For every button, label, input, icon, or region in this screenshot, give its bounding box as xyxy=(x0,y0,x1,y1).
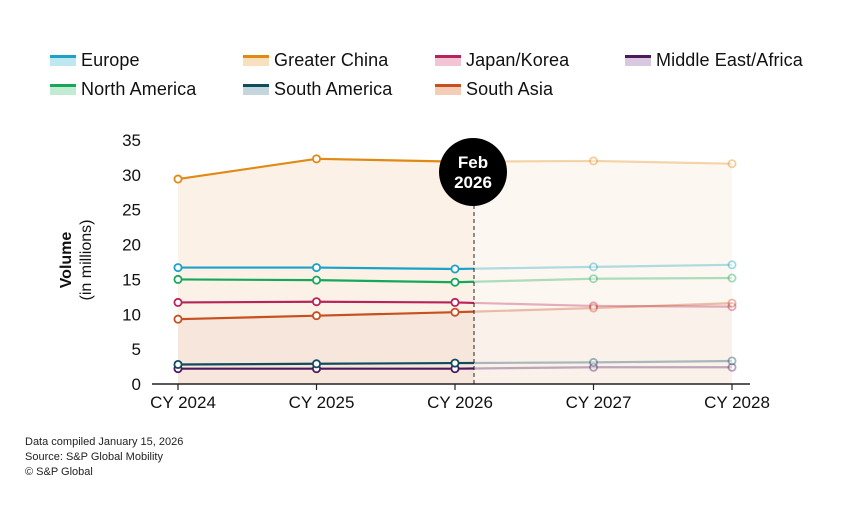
legend-item-south-america[interactable]: South America xyxy=(243,77,392,101)
y-tick-label: 10 xyxy=(122,305,141,324)
legend-label-greater-china: Greater China xyxy=(274,49,389,70)
legend-swatch-greater-china xyxy=(243,54,269,66)
legend-label-europe: Europe xyxy=(81,49,140,70)
data-point-south-america xyxy=(173,359,183,369)
forecast-badge-line2: 2026 xyxy=(454,173,492,192)
x-tick-label: CY 2027 xyxy=(566,393,632,412)
legend-label-middle-east-africa: Middle East/Africa xyxy=(656,49,803,70)
copyright-note: © S&P Global xyxy=(25,466,93,478)
data-point-greater-china xyxy=(727,159,737,169)
data-point-japan-korea xyxy=(450,297,460,307)
data-point-north-america xyxy=(173,274,183,284)
data-point-north-america xyxy=(589,274,599,284)
y-tick-label: 15 xyxy=(122,270,141,289)
data-point-greater-china xyxy=(589,156,599,166)
data-point-south-america xyxy=(450,358,460,368)
series-line-north-america xyxy=(177,278,475,284)
legend-item-middle-east-africa[interactable]: Middle East/Africa xyxy=(625,48,803,72)
series-forecast-line-japan-korea xyxy=(473,301,733,308)
data-point-europe xyxy=(173,263,183,273)
x-tick-label: CY 2024 xyxy=(150,393,216,412)
y-tick-label: 25 xyxy=(122,201,141,220)
data-point-japan-korea xyxy=(311,297,321,307)
y-axis-label: Volume xyxy=(58,232,75,289)
y-tick-label: 5 xyxy=(132,340,141,359)
source-note: Source: S&P Global Mobility xyxy=(25,451,163,463)
series-forecast-line-europe xyxy=(473,263,733,270)
data-point-greater-china xyxy=(311,154,321,164)
data-point-south-america xyxy=(589,357,599,367)
data-point-europe xyxy=(450,264,460,274)
legend-item-europe[interactable]: Europe xyxy=(50,48,140,72)
y-tick-label: 20 xyxy=(122,236,141,255)
data-point-north-america xyxy=(311,275,321,285)
y-tick-label: 30 xyxy=(122,166,141,185)
y-axis-sublabel: (in millions) xyxy=(78,220,95,301)
data-point-greater-china xyxy=(173,174,183,184)
forecast-badge: Feb 2026 xyxy=(439,138,507,206)
data-point-south-asia xyxy=(727,298,737,308)
forecast-badge-circle xyxy=(439,138,507,206)
series-forecast-line-south-asia xyxy=(473,302,733,313)
source-notes: Data compiled January 15, 2026 Source: S… xyxy=(25,435,183,480)
legend-label-south-asia: South Asia xyxy=(466,78,554,99)
x-tick-label: CY 2025 xyxy=(289,393,355,412)
series-line-europe xyxy=(178,266,475,271)
legend-swatch-middle-east-africa xyxy=(625,54,651,66)
y-tick-label: 0 xyxy=(132,375,141,394)
legend-item-greater-china[interactable]: Greater China xyxy=(243,48,388,72)
legend-label-south-america: South America xyxy=(274,78,393,99)
series-forecast-line-north-america xyxy=(473,276,733,283)
data-point-south-america xyxy=(311,359,321,369)
chart-axes: 0 5 10 15 20 25 30 35 CY 2024 CY 2025 CY 2026 CY 20… xyxy=(122,131,770,412)
data-point-japan-korea xyxy=(589,301,599,311)
legend-item-north-america[interactable]: North America xyxy=(50,77,196,101)
data-point-south-america xyxy=(727,356,737,366)
legend-swatch-north-america xyxy=(50,83,76,95)
data-point-europe xyxy=(727,260,737,270)
data-compiled-note: Data compiled January 15, 2026 xyxy=(25,436,184,448)
x-tick-label: CY 2026 xyxy=(427,393,493,412)
data-point-north-america xyxy=(450,277,460,287)
data-point-south-asia xyxy=(589,303,599,313)
legend-label-north-america: North America xyxy=(81,78,197,99)
data-point-japan-korea xyxy=(727,302,737,312)
legend-label-japan-korea: Japan/Korea xyxy=(466,49,570,70)
legend-swatch-south-asia xyxy=(435,83,461,95)
series-line-south-america xyxy=(177,361,475,366)
series-forecast-line-south-america xyxy=(473,359,733,365)
series-line-south-asia xyxy=(177,310,475,321)
x-tick-label: CY 2028 xyxy=(704,393,770,412)
data-point-south-asia xyxy=(173,314,183,324)
y-axis-title: Volume (in millions) xyxy=(58,220,95,301)
series-forecast-line-greater-china xyxy=(473,159,733,165)
legend-item-south-asia[interactable]: South Asia xyxy=(435,77,553,101)
legend-item-japan-korea[interactable]: Japan/Korea xyxy=(435,48,569,72)
data-point-middle-east-africa xyxy=(589,362,599,372)
data-point-middle-east-africa xyxy=(727,362,737,372)
data-point-south-asia xyxy=(450,307,460,317)
series-line-japan-korea xyxy=(177,300,475,305)
y-tick-label: 35 xyxy=(122,131,141,150)
data-point-japan-korea xyxy=(173,297,183,307)
forecast-badge-line1: Feb xyxy=(458,153,488,172)
series-forecast-line-middle-east-africa xyxy=(473,366,732,370)
legend-swatch-europe xyxy=(50,54,76,66)
forecast-fade xyxy=(474,135,734,384)
legend-swatch-japan-korea xyxy=(435,54,461,66)
data-point-europe xyxy=(311,263,321,273)
legend-swatch-south-america xyxy=(243,83,269,95)
data-point-north-america xyxy=(727,273,737,283)
data-point-europe xyxy=(589,262,599,272)
data-point-south-asia xyxy=(311,311,321,321)
